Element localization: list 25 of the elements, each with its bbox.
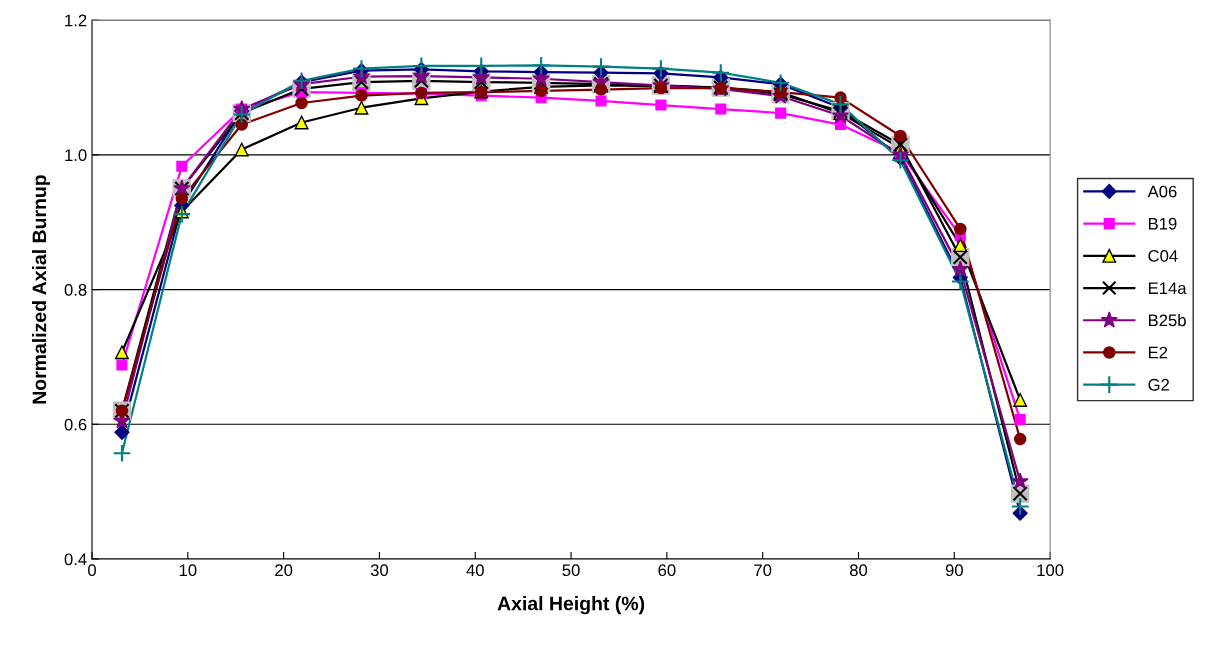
- y-tick-label: 0.8: [64, 283, 87, 296]
- legend-label: A06: [1147, 185, 1177, 198]
- legend-label: E14a: [1148, 282, 1187, 295]
- x-tick-label: 70: [754, 564, 772, 577]
- x-tick-label: 50: [562, 564, 580, 577]
- x-tick-label: 60: [658, 564, 676, 577]
- x-tick-label: 30: [370, 564, 389, 577]
- x-tick-label: 20: [275, 564, 293, 577]
- y-tick-label: 1.2: [65, 14, 87, 27]
- x-tick-label: 80: [849, 564, 868, 577]
- x-axis-title: Axial Height (%): [497, 596, 645, 615]
- legend-label: B19: [1148, 217, 1177, 230]
- y-axis-title: Normalized Axial Burnup: [31, 175, 51, 404]
- legend-label: E2: [1148, 346, 1168, 359]
- legend-label: B25b: [1148, 314, 1186, 327]
- legend-label: C04: [1148, 250, 1178, 262]
- y-tick-label: 0.6: [64, 418, 87, 431]
- x-tick-label: 0: [88, 564, 96, 577]
- x-tick-label: 100: [1037, 564, 1064, 577]
- x-tick-label: 10: [179, 564, 197, 577]
- y-tick-label: 1.0: [65, 149, 87, 162]
- y-tick-label: 0.4: [64, 553, 87, 566]
- legend-label: G2: [1148, 378, 1169, 391]
- x-tick-label: 40: [466, 564, 484, 577]
- x-tick-label: 90: [945, 564, 963, 577]
